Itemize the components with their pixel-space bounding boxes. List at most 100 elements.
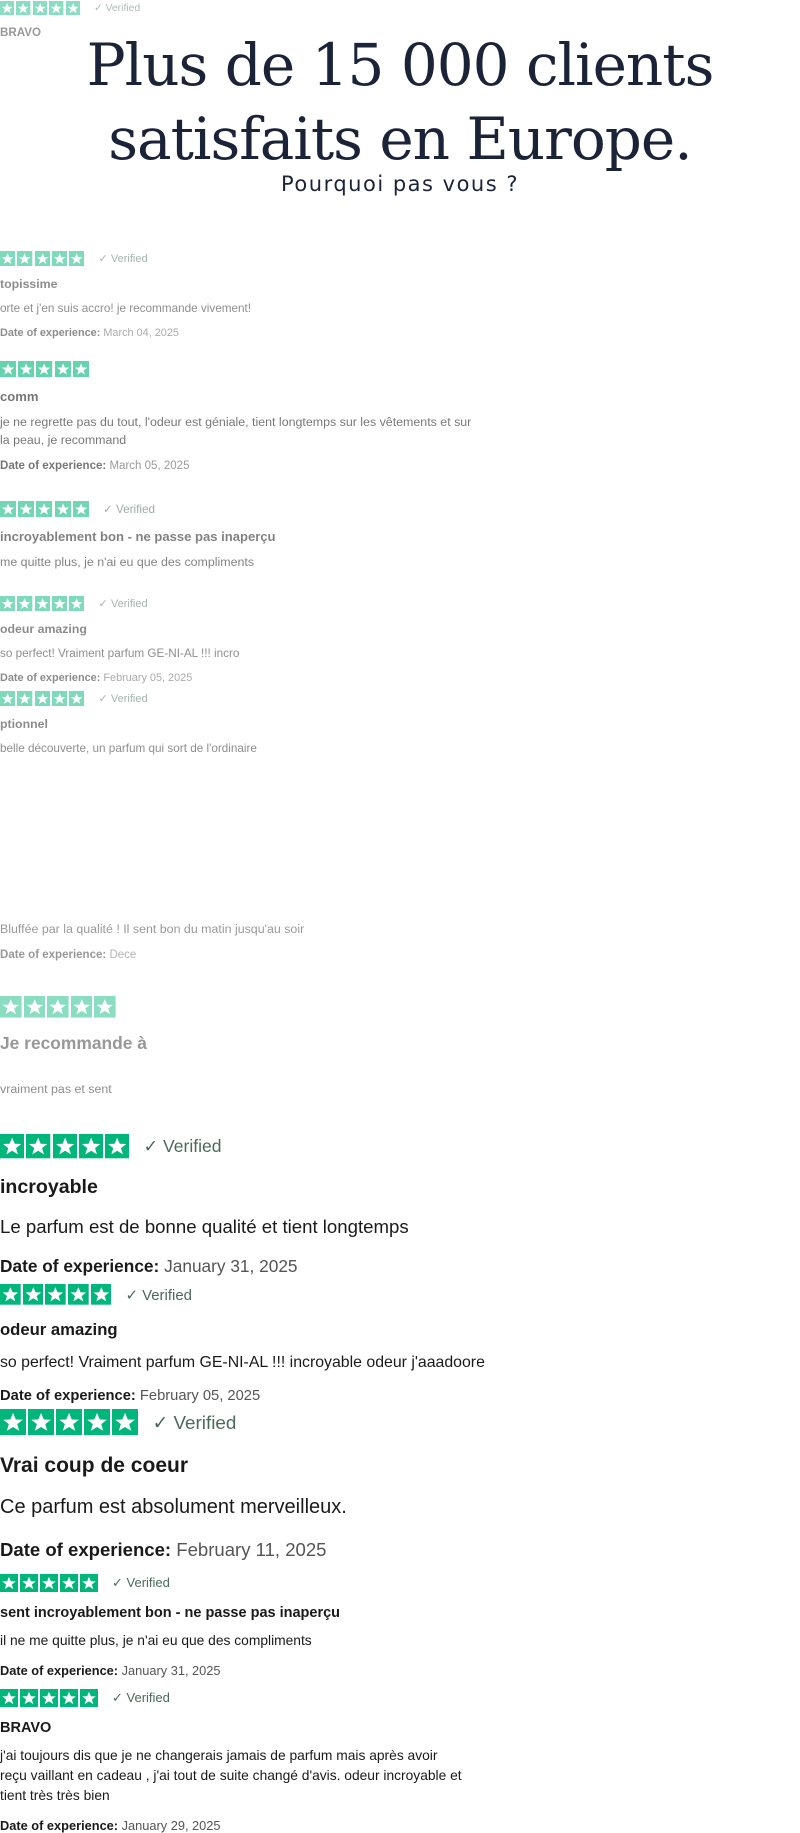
review-card: Bluffée par la qualité ! Il sent bon du … [0,920,400,995]
review-title: sent incroyablement bon - ne passe pas i… [0,1605,341,1621]
star [112,1409,139,1436]
star [84,1409,111,1436]
star [72,500,89,518]
rating-row: ✓ Verified [0,1408,372,1437]
review-card: ✓ Verified BRAVO [0,0,270,250]
verified-badge: ✓ Verified [125,1286,192,1304]
star [49,0,64,16]
star [52,1134,77,1159]
date-value: Dece [109,948,137,961]
rating-row: ✓ Verified [0,1688,466,1708]
star [17,250,33,267]
star [51,690,68,707]
star [18,360,35,378]
review-body: so perfect! Vraiment parfum GE-NI-AL !!!… [0,646,240,660]
review-card: ✓ Verified odeur amazing so perfect! Vraim… [0,595,282,690]
date-value: January 31, 2025 [121,1663,221,1679]
star [78,1134,104,1159]
star [0,250,16,267]
review-body: il ne me quitte plus, je n'ai eu que des… [0,1633,312,1648]
star [60,1689,78,1707]
star [32,0,48,16]
review-body: vraiment pas et sent [0,1082,112,1096]
star [0,1689,18,1707]
date-value: February 05, 2025 [103,671,193,684]
date-value: March 05, 2025 [109,459,190,472]
review-title: topissime [0,277,58,292]
review-card: vraiment pas et sent [0,1080,160,1133]
rating-row: ✓ Verified [0,0,270,16]
star [20,1689,38,1707]
review-date: Date of experience: Dece [0,949,400,961]
star [40,1689,58,1707]
star [45,1284,67,1305]
headline: Plus de 15 000 clients satisfaits en Eur… [86,31,715,173]
star [34,250,50,267]
review-body: Ce parfum est absolument merveilleux. [0,1495,347,1518]
verified-badge: ✓ Verified [98,253,148,265]
review-card: ✓ Verified sent incroyablement bon - ne p… [0,1573,356,1688]
star [65,0,80,16]
review-date: Date of experience: January 31, 2025 [0,1256,445,1277]
star [17,595,33,612]
date-label: Date of experience: [0,459,107,472]
star [23,996,46,1018]
star [80,1689,98,1707]
star [34,595,50,612]
review-title: odeur amazing [0,1319,118,1339]
review-card: ✓ Verified ptionnel belle découverte, un p… [0,690,405,920]
review-card: ✓ Verified incroyable Le parfum est de bon… [0,1133,445,1283]
star [17,690,33,707]
date-label: Date of experience: [0,948,107,961]
review-card: ✓ Verified topissime orte et j'en suis acc… [0,250,397,360]
review-date: Date of experience: January 31, 2025 [0,1663,356,1678]
review-title: BRAVO [0,25,42,39]
date-value: February 11, 2025 [176,1539,327,1561]
verified-badge: ✓ Verified [102,503,155,516]
verified-badge: ✓ Verified [93,3,141,14]
verified-badge: ✓ Verified [112,1690,170,1705]
star [18,500,35,518]
verified-badge: ✓ Verified [112,1575,170,1590]
verified-text: Verified [110,253,148,265]
star [0,500,17,518]
star [0,1134,25,1159]
subheadline: Pourquoi pas vous ? [281,172,519,196]
verified-text: Verified [110,693,148,705]
rating-row: ✓ Verified [0,500,312,518]
rating-row [0,995,175,1019]
star [16,0,31,16]
verified-text: Verified [142,1286,192,1304]
review-body: belle découverte, un parfum qui sort de … [0,741,257,755]
review-card: Je recommande à [0,995,175,1080]
review-title: ptionnel [0,717,48,732]
review-date: Date of experience: January 29, 2025 [0,1818,466,1833]
star [0,1284,21,1305]
rating-row: ✓ Verified [0,690,405,707]
review-title: odeur amazing [0,622,87,637]
star [28,1409,55,1436]
star [94,996,116,1018]
rating-row [0,360,476,378]
page: Plus de 15 000 clients satisfaits en Eur… [0,0,715,1833]
date-label: Date of experience: [0,1818,119,1833]
star [0,0,15,16]
review-body: me quitte plus, je n'ai eu que des compl… [0,554,255,569]
review-title: Je recommande à [0,1033,147,1054]
star [105,1134,130,1159]
review-body: je ne regrette pas du tout, l'odeur est … [0,414,472,447]
star [90,1284,112,1305]
rating-row: ✓ Verified [0,1283,524,1306]
star [36,500,53,518]
star [68,1284,89,1305]
review-date: Date of experience: February 05, 2025 [0,1388,524,1404]
verified-text: Verified [115,503,155,516]
rating-row: ✓ Verified [0,595,282,612]
review-title: comm [0,388,39,404]
date-value: February 05, 2025 [139,1388,261,1405]
star [0,1409,27,1436]
review-body: j'ai toujours dis que je ne changerais j… [0,1748,462,1804]
star [34,690,50,707]
star [60,1574,78,1592]
